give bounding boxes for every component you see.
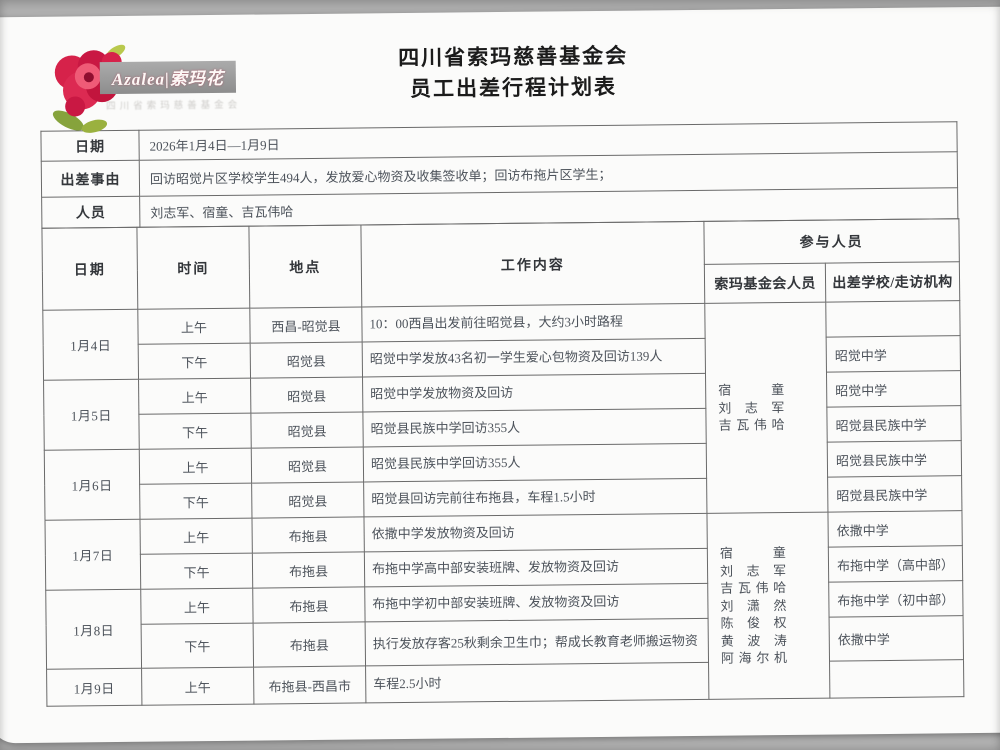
- content-cell: 昭觉中学发放物资及回访: [362, 373, 706, 412]
- school-cell: 布拖中学（初中部）: [828, 580, 964, 618]
- col-header-date: 日期: [41, 227, 138, 311]
- date-cell: 1月9日: [46, 668, 142, 707]
- staff-name: 阿海尔机: [720, 650, 788, 666]
- summary-label-reason: 出差事由: [41, 160, 140, 198]
- col-header-time: 时间: [136, 226, 250, 310]
- time-cell: 下午: [140, 553, 253, 590]
- place-cell: 西昌-昭觉县: [249, 306, 363, 344]
- time-cell: 上午: [138, 378, 251, 415]
- place-cell: 昭觉县: [250, 411, 364, 449]
- school-cell: [829, 659, 964, 699]
- place-cell: 布拖县: [253, 621, 366, 668]
- school-cell: 布拖中学（高中部）: [828, 545, 963, 583]
- place-cell: 昭觉县: [251, 446, 364, 484]
- staff-name: 吉瓦伟哈: [720, 580, 787, 596]
- school-cell: 昭觉县民族中学: [827, 440, 962, 478]
- col-header-content: 工作内容: [360, 221, 705, 307]
- school-cell: 昭觉中学: [826, 335, 961, 373]
- col-header-participants: 参与人员: [703, 218, 960, 265]
- staff-name: 宿童: [718, 382, 785, 398]
- logo-tagline: 四川省索玛慈善基金会: [106, 100, 242, 113]
- staff-name-list: 宿童 刘志军 吉瓦伟哈 刘潇然 陈俊权 黄波涛 阿海尔机: [720, 544, 787, 667]
- school-cell: [825, 300, 961, 338]
- content-cell: 昭觉中学发放43名初一学生爱心包物资及回访139人: [362, 338, 706, 377]
- staff-name: 陈俊权: [720, 615, 787, 631]
- place-cell: 昭觉县: [250, 341, 363, 379]
- document-header: Azalea|索玛花 四川省索玛慈善基金会 四川省索玛慈善基金会 员工出差行程计…: [39, 21, 957, 133]
- time-cell: 上午: [137, 308, 251, 345]
- school-cell: 昭觉县民族中学: [827, 475, 962, 513]
- time-cell: 上午: [141, 667, 254, 706]
- staff-name-list: 宿童 刘志军 吉瓦伟哈: [718, 381, 785, 434]
- foundation-logo: Azalea|索玛花 四川省索玛慈善基金会: [41, 34, 292, 133]
- staff-name: 黄波涛: [720, 632, 787, 649]
- staff-group2-cell: 宿童 刘志军 吉瓦伟哈 刘潇然 陈俊权 黄波涛 阿海尔机: [706, 512, 830, 700]
- col-header-place: 地点: [248, 224, 362, 309]
- date-cell: 1月6日: [44, 449, 140, 521]
- trip-summary-table: 日期 2026年1月4日—1月9日 出差事由 回访昭觉片区学校学生494人，发放…: [40, 121, 958, 229]
- staff-name: 刘志军: [718, 399, 785, 416]
- date-cell: 1月8日: [45, 589, 142, 670]
- col-header-school: 出差学校/走访机构: [825, 261, 960, 303]
- school-cell: 昭觉中学: [826, 370, 961, 408]
- place-cell: 布拖县: [251, 516, 365, 554]
- staff-name: 宿童: [719, 545, 786, 561]
- time-cell: 上午: [139, 518, 253, 555]
- content-cell: 昭觉县回访完前往布拖县，车程1.5小时: [363, 478, 707, 517]
- school-cell: 依撒中学: [829, 615, 964, 662]
- place-cell: 昭觉县: [251, 481, 364, 519]
- content-cell: 昭觉县民族中学回访355人: [362, 408, 707, 447]
- place-cell: 布拖县: [252, 551, 365, 589]
- summary-label-staff: 人员: [41, 196, 140, 229]
- content-cell: 布拖中学高中部安装班牌、发放物资及回访: [364, 548, 708, 587]
- logo-wordmark: Azalea|索玛花: [99, 60, 236, 95]
- place-cell: 昭觉县: [250, 376, 363, 414]
- content-cell: 车程2.5小时: [365, 662, 709, 703]
- time-cell: 下午: [138, 413, 252, 450]
- time-cell: 上午: [139, 448, 252, 485]
- staff-name: 刘志军: [719, 562, 787, 579]
- place-cell: 布拖县: [252, 586, 366, 624]
- date-cell: 1月5日: [43, 379, 140, 451]
- content-cell: 10：00西昌出发前往昭觉县，大约3小时路程: [361, 303, 706, 342]
- date-cell: 1月7日: [44, 519, 141, 591]
- paper: Azalea|索玛花 四川省索玛慈善基金会 四川省索玛慈善基金会 员工出差行程计…: [0, 6, 1000, 744]
- content-cell: 依撒中学发放物资及回访: [363, 513, 708, 552]
- staff-group1-cell: 宿童 刘志军 吉瓦伟哈: [704, 302, 828, 514]
- staff-name: 刘潇然: [720, 597, 787, 614]
- school-cell: 依撒中学: [827, 510, 963, 548]
- staff-name: 吉瓦伟哈: [718, 417, 785, 433]
- place-cell: 布拖县-西昌市: [253, 665, 366, 705]
- time-cell: 下午: [141, 623, 254, 669]
- itinerary-table: 日期 时间 地点 工作内容 参与人员 索玛基金会人员 出差学校/走访机构 1月4…: [41, 218, 964, 707]
- content-cell: 昭觉县民族中学回访355人: [363, 443, 707, 482]
- school-cell: 昭觉县民族中学: [826, 405, 962, 443]
- time-cell: 下午: [138, 343, 251, 380]
- col-header-soma-staff: 索玛基金会人员: [704, 263, 826, 304]
- time-cell: 下午: [139, 483, 252, 520]
- time-cell: 上午: [140, 588, 254, 625]
- content-cell: 布拖中学初中部安装班牌、发放物资及回访: [364, 583, 709, 622]
- date-cell: 1月4日: [42, 309, 139, 381]
- content-cell: 执行发放存客25秋剩余卫生巾；帮成长教育老师搬运物资: [365, 618, 709, 666]
